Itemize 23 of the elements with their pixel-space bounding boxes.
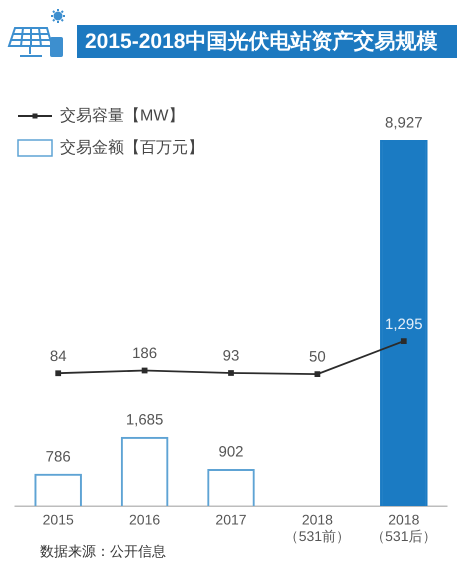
x-tick-label: 2015 <box>42 511 74 528</box>
data-label: 902 <box>218 444 244 461</box>
x-tick-label: 2018 （531后） <box>371 511 436 544</box>
x-tick-label: 2018 （531前） <box>284 511 350 544</box>
x-tick-label: 2017 <box>215 511 247 528</box>
legend-label: 交易容量【MW】 <box>60 106 184 124</box>
chart-title: 2015-2018中国光伏电站资产交易规模 <box>77 25 457 58</box>
data-label: 8,927 <box>385 114 423 132</box>
data-label: 786 <box>46 448 71 466</box>
source-note: 数据来源：公开信息 <box>40 542 166 559</box>
data-label: 50 <box>309 348 326 366</box>
data-label: 1,295 <box>385 316 423 333</box>
point <box>400 338 407 344</box>
point <box>314 371 320 377</box>
data-label: 1,685 <box>126 412 164 429</box>
legend-label: 交易金额【百万元】 <box>60 138 204 156</box>
x-tick-label: 2016 <box>129 511 160 528</box>
data-label: 186 <box>132 345 158 362</box>
point <box>55 370 62 376</box>
data-label: 84 <box>50 348 67 365</box>
point <box>142 368 148 374</box>
point <box>228 370 234 376</box>
data-label: 93 <box>222 348 240 365</box>
